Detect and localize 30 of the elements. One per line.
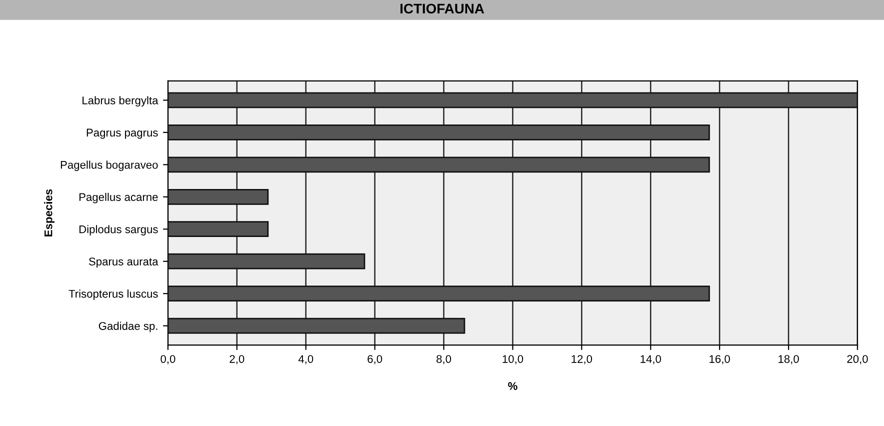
x-tick-label: 18,0 [778,355,799,364]
bar [168,253,366,270]
x-tick-label: 2,0 [230,355,244,364]
y-tick-label: Sparus aurata [88,258,158,268]
x-tick-label: 10,0 [502,355,524,364]
x-axis-title: % [508,382,518,390]
x-tick-label: 14,0 [640,355,662,364]
y-tick-label: Labrus bergylta [82,96,158,107]
chart-title: ICTIOFAUNA [400,4,484,14]
y-tick-label: Gadidae sp. [98,322,158,332]
bar [168,124,710,140]
bar [168,221,269,238]
x-tick-label: 0,0 [160,355,176,364]
bar [168,286,710,302]
x-tick-label: 4,0 [298,355,314,364]
bar [168,318,466,334]
bar [168,188,269,205]
x-tick-label: 20,0 [847,355,868,364]
y-tick-label: Pagrus pagrus [86,128,158,139]
x-tick-label: 12,0 [572,355,592,364]
x-tick-label: 8,0 [436,355,452,364]
y-axis-title: Especies [44,189,54,236]
y-tick-label: Diplodus sargus [79,225,158,236]
y-tick-label: Pagellus acarne [79,192,158,204]
bar [168,156,710,173]
y-tick-label: Trisopterus luscus [68,290,158,300]
bar [168,92,858,108]
x-tick-label: 16,0 [710,355,730,364]
y-tick-label: Pagellus bogaraveo [60,160,158,171]
x-tick-label: 6,0 [368,355,382,364]
